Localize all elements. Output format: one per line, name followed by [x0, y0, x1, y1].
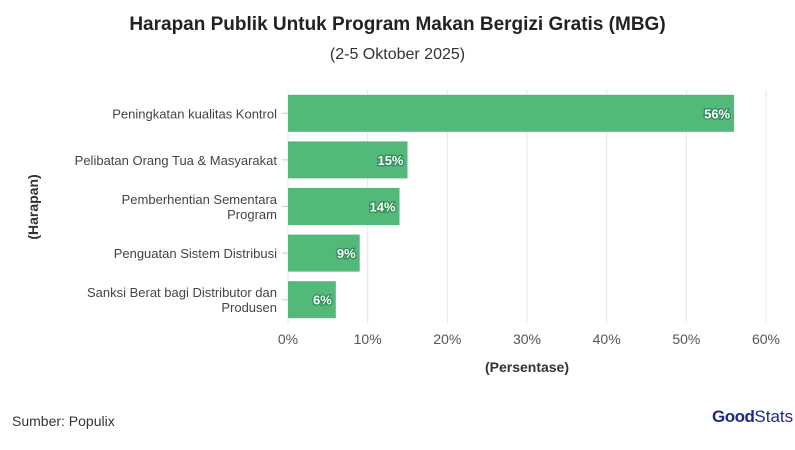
data-label: 15% [377, 153, 403, 168]
category-label: Pelibatan Orang Tua & Masyarakat [75, 153, 278, 168]
category-label: Pemberhentian Sementara [122, 192, 278, 207]
data-label: 14% [370, 200, 396, 215]
bar [288, 234, 360, 272]
category-label: Program [227, 207, 277, 222]
bar [288, 188, 400, 225]
category-label: Peningkatan kualitas Kontrol [112, 106, 277, 121]
chart-subtitle: (2-5 Oktober 2025) [329, 46, 466, 63]
source-note: Sumber: Populix [12, 413, 115, 429]
x-tick-label: 10% [354, 331, 382, 347]
x-tick-label: 40% [593, 331, 621, 347]
x-tick-label: 0% [278, 331, 298, 347]
data-label: 9% [337, 246, 356, 261]
category-label: Produsen [221, 300, 277, 315]
bar [288, 94, 735, 132]
category-label: Sanksi Berat bagi Distributor dan [87, 285, 277, 300]
goodstats-logo: GoodStats [712, 407, 794, 426]
x-tick-label: 30% [513, 331, 541, 347]
bar [288, 141, 408, 179]
x-axis-title: (Persentase) [485, 359, 569, 375]
y-axis-title: (Harapan) [25, 174, 41, 239]
x-tick-label: 20% [433, 331, 461, 347]
chart-title: Harapan Publik Untuk Program Makan Bergi… [129, 14, 666, 35]
data-label: 56% [704, 106, 730, 121]
x-tick-label: 60% [752, 331, 780, 347]
data-label: 6% [313, 293, 332, 308]
bar [288, 281, 336, 319]
x-tick-label: 50% [672, 331, 700, 347]
category-label: Penguatan Sistem Distribusi [114, 246, 277, 261]
